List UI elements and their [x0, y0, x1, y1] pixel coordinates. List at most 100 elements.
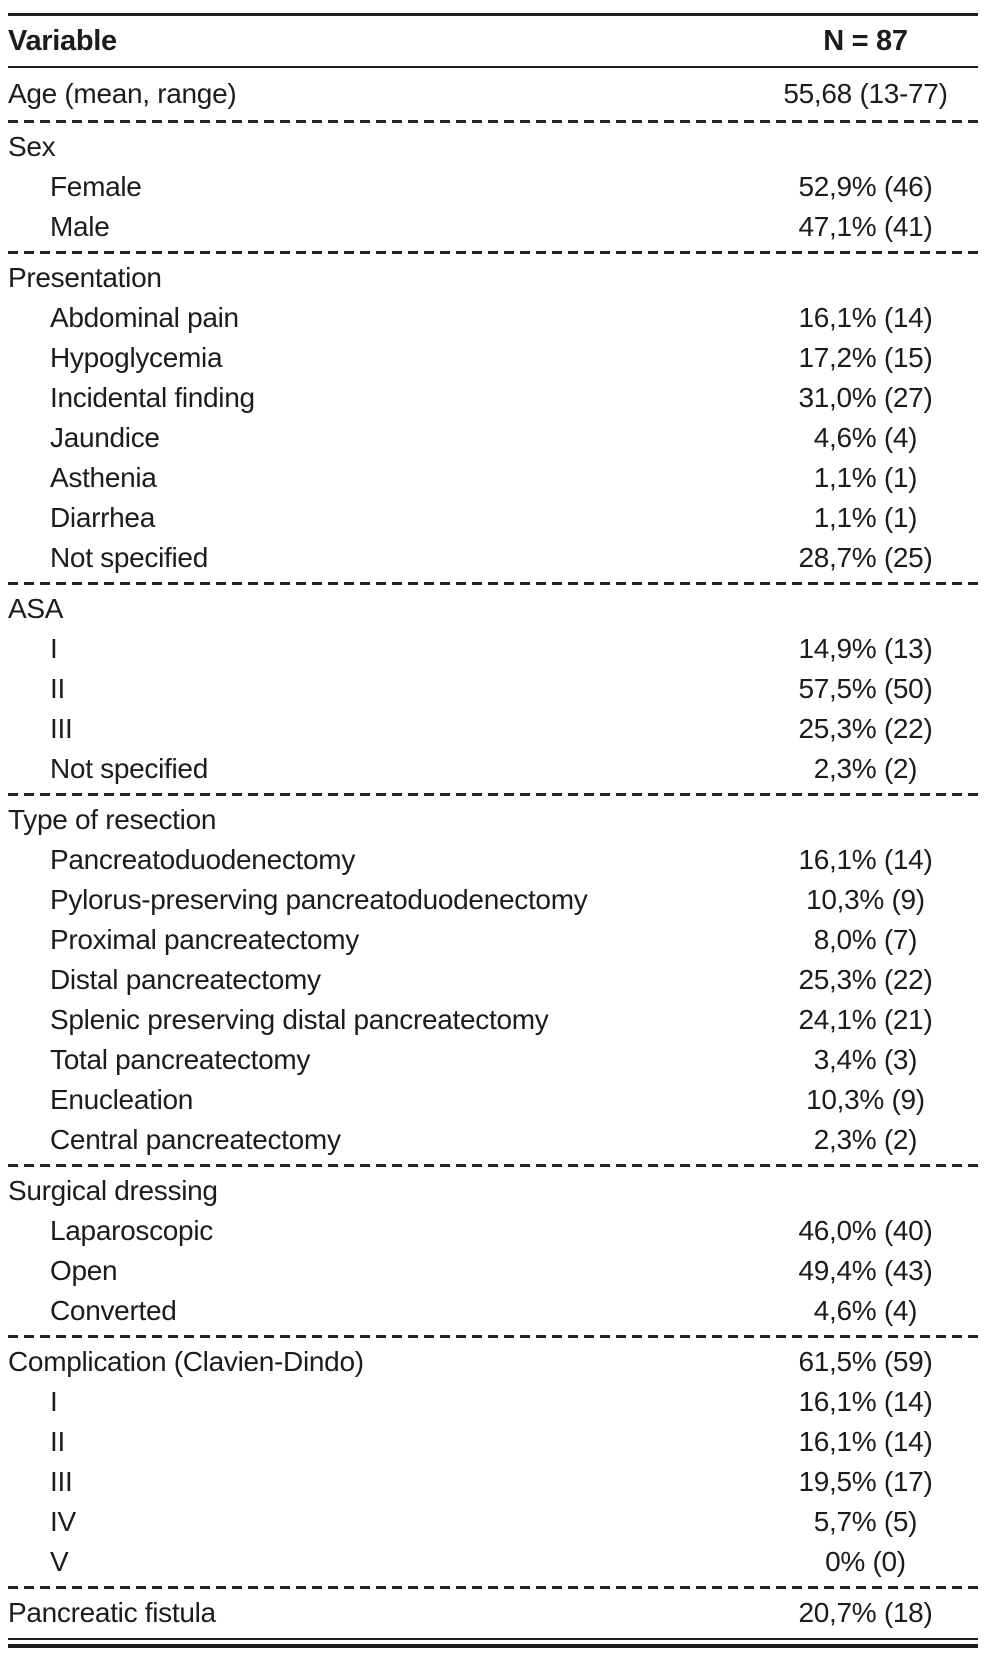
bottom-rule-thin: [8, 1638, 978, 1640]
row-label: Splenic preserving distal pancreatectomy: [50, 1004, 549, 1035]
table-row: II 16,1% (14): [8, 1422, 978, 1462]
row-label: III: [50, 713, 73, 744]
table-row: Hypoglycemia 17,2% (15): [8, 338, 978, 378]
table-row: Sex: [8, 127, 978, 167]
row-value: 4,6% (4): [813, 1295, 918, 1326]
row-value: 28,7% (25): [798, 542, 933, 573]
row-label: V: [50, 1546, 69, 1577]
row-value: 1,1% (1): [813, 502, 918, 533]
row-value: 3,4% (3): [813, 1044, 918, 1075]
row-value: 8,0% (7): [813, 924, 918, 955]
section-pancreatic-fistula: Pancreatic fistula 20,7% (18): [8, 1589, 978, 1637]
row-value: 4,6% (4): [813, 422, 918, 453]
row-value: 5,7% (5): [813, 1506, 918, 1537]
table-row: III 19,5% (17): [8, 1462, 978, 1502]
table-row: ASA: [8, 589, 978, 629]
section-surgical-dressing: Surgical dressing Laparoscopic 46,0% (40) O…: [8, 1167, 978, 1335]
row-label: Not specified: [50, 753, 208, 784]
row-label: III: [50, 1466, 73, 1497]
row-value: 47,1% (41): [798, 211, 933, 242]
row-value: 19,5% (17): [798, 1466, 933, 1497]
table-row: Not specified 28,7% (25): [8, 538, 978, 578]
row-value: 31,0% (27): [798, 382, 933, 413]
row-label: Hypoglycemia: [50, 342, 223, 373]
row-label: Presentation: [8, 262, 162, 293]
section-age: Age (mean, range) 55,68 (13-77): [8, 68, 978, 120]
row-label: Age (mean, range): [8, 78, 237, 109]
row-label: I: [50, 633, 58, 664]
table-row: Type of resection: [8, 800, 978, 840]
table-row: Female 52,9% (46): [8, 167, 978, 207]
row-value: 10,3% (9): [806, 1084, 925, 1115]
table-row: Total pancreatectomy 3,4% (3): [8, 1040, 978, 1080]
table-row: Pancreatic fistula 20,7% (18): [8, 1593, 978, 1633]
row-label: Pancreatoduodenectomy: [50, 844, 356, 875]
table-row: Central pancreatectomy 2,3% (2): [8, 1120, 978, 1160]
table-row: Male 47,1% (41): [8, 207, 978, 247]
row-value: 2,3% (2): [813, 753, 918, 784]
table-row: Pylorus-preserving pancreatoduodenectomy…: [8, 880, 978, 920]
section-complication-clavien-dindo: Complication (Clavien-Dindo) 61,5% (59) I 1…: [8, 1338, 978, 1586]
row-value: 0% (0): [825, 1546, 906, 1577]
table-row: Diarrhea 1,1% (1): [8, 498, 978, 538]
table-row: Proximal pancreatectomy 8,0% (7): [8, 920, 978, 960]
row-value: 16,1% (14): [798, 844, 933, 875]
table-row: IV 5,7% (5): [8, 1502, 978, 1542]
row-value: 16,1% (14): [798, 302, 933, 333]
table-row: Enucleation 10,3% (9): [8, 1080, 978, 1120]
bottom-rule-thick: [8, 1644, 978, 1648]
table-row: Age (mean, range) 55,68 (13-77): [8, 74, 978, 114]
table-row: Jaundice 4,6% (4): [8, 418, 978, 458]
table-row: Surgical dressing: [8, 1171, 978, 1211]
row-label: Jaundice: [50, 422, 160, 453]
table-row: Pancreatoduodenectomy 16,1% (14): [8, 840, 978, 880]
row-value: 10,3% (9): [806, 884, 925, 915]
row-label: Female: [50, 171, 142, 202]
section-divider: [8, 1586, 978, 1589]
row-label: Sex: [8, 131, 56, 162]
row-label: Surgical dressing: [8, 1175, 218, 1206]
table-row: Distal pancreatectomy 25,3% (22): [8, 960, 978, 1000]
table-row: II 57,5% (50): [8, 669, 978, 709]
table-row: III 25,3% (22): [8, 709, 978, 749]
table-row: Open 49,4% (43): [8, 1251, 978, 1291]
row-label: Pancreatic fistula: [8, 1597, 216, 1628]
section-divider: [8, 582, 978, 585]
row-label: I: [50, 1386, 58, 1417]
section-divider: [8, 120, 978, 123]
row-label: Laparoscopic: [50, 1215, 213, 1246]
section-sex: Sex Female 52,9% (46) Male 47,1% (41): [8, 123, 978, 251]
section-presentation: Presentation Abdominal pain 16,1% (14) Hypo…: [8, 254, 978, 582]
row-label: II: [50, 673, 65, 704]
row-label: Converted: [50, 1295, 177, 1326]
table-row: Laparoscopic 46,0% (40): [8, 1211, 978, 1251]
row-label: Proximal pancreatectomy: [50, 924, 360, 955]
row-value: 14,9% (13): [798, 633, 933, 664]
row-value: 57,5% (50): [798, 673, 933, 704]
table-body: Age (mean, range) 55,68 (13-77) Sex Female 5…: [8, 68, 978, 1637]
table-row: Presentation: [8, 258, 978, 298]
table-row: Converted 4,6% (4): [8, 1291, 978, 1331]
row-label: Distal pancreatectomy: [50, 964, 321, 995]
table-row: Not specified 2,3% (2): [8, 749, 978, 789]
table-row: Asthenia 1,1% (1): [8, 458, 978, 498]
row-value: 52,9% (46): [798, 171, 933, 202]
row-value: 24,1% (21): [798, 1004, 933, 1035]
row-label: Abdominal pain: [50, 302, 239, 333]
row-label: Total pancreatectomy: [50, 1044, 311, 1075]
section-divider: [8, 1335, 978, 1338]
row-label: Central pancreatectomy: [50, 1124, 341, 1155]
row-label: Male: [50, 211, 110, 242]
table-row: Complication (Clavien-Dindo) 61,5% (59): [8, 1342, 978, 1382]
header-rule: [8, 66, 978, 68]
demographics-table: Variable N = 87 Age (mean, range) 55,68 (…: [8, 0, 978, 1648]
row-label: II: [50, 1426, 65, 1457]
section-divider: [8, 1164, 978, 1167]
row-value: 61,5% (59): [798, 1346, 933, 1377]
row-label: IV: [50, 1506, 76, 1537]
section-divider: [8, 793, 978, 796]
row-label: Open: [50, 1255, 118, 1286]
row-value: 25,3% (22): [798, 964, 933, 995]
table-row: V 0% (0): [8, 1542, 978, 1582]
table-row: Incidental finding 31,0% (27): [8, 378, 978, 418]
